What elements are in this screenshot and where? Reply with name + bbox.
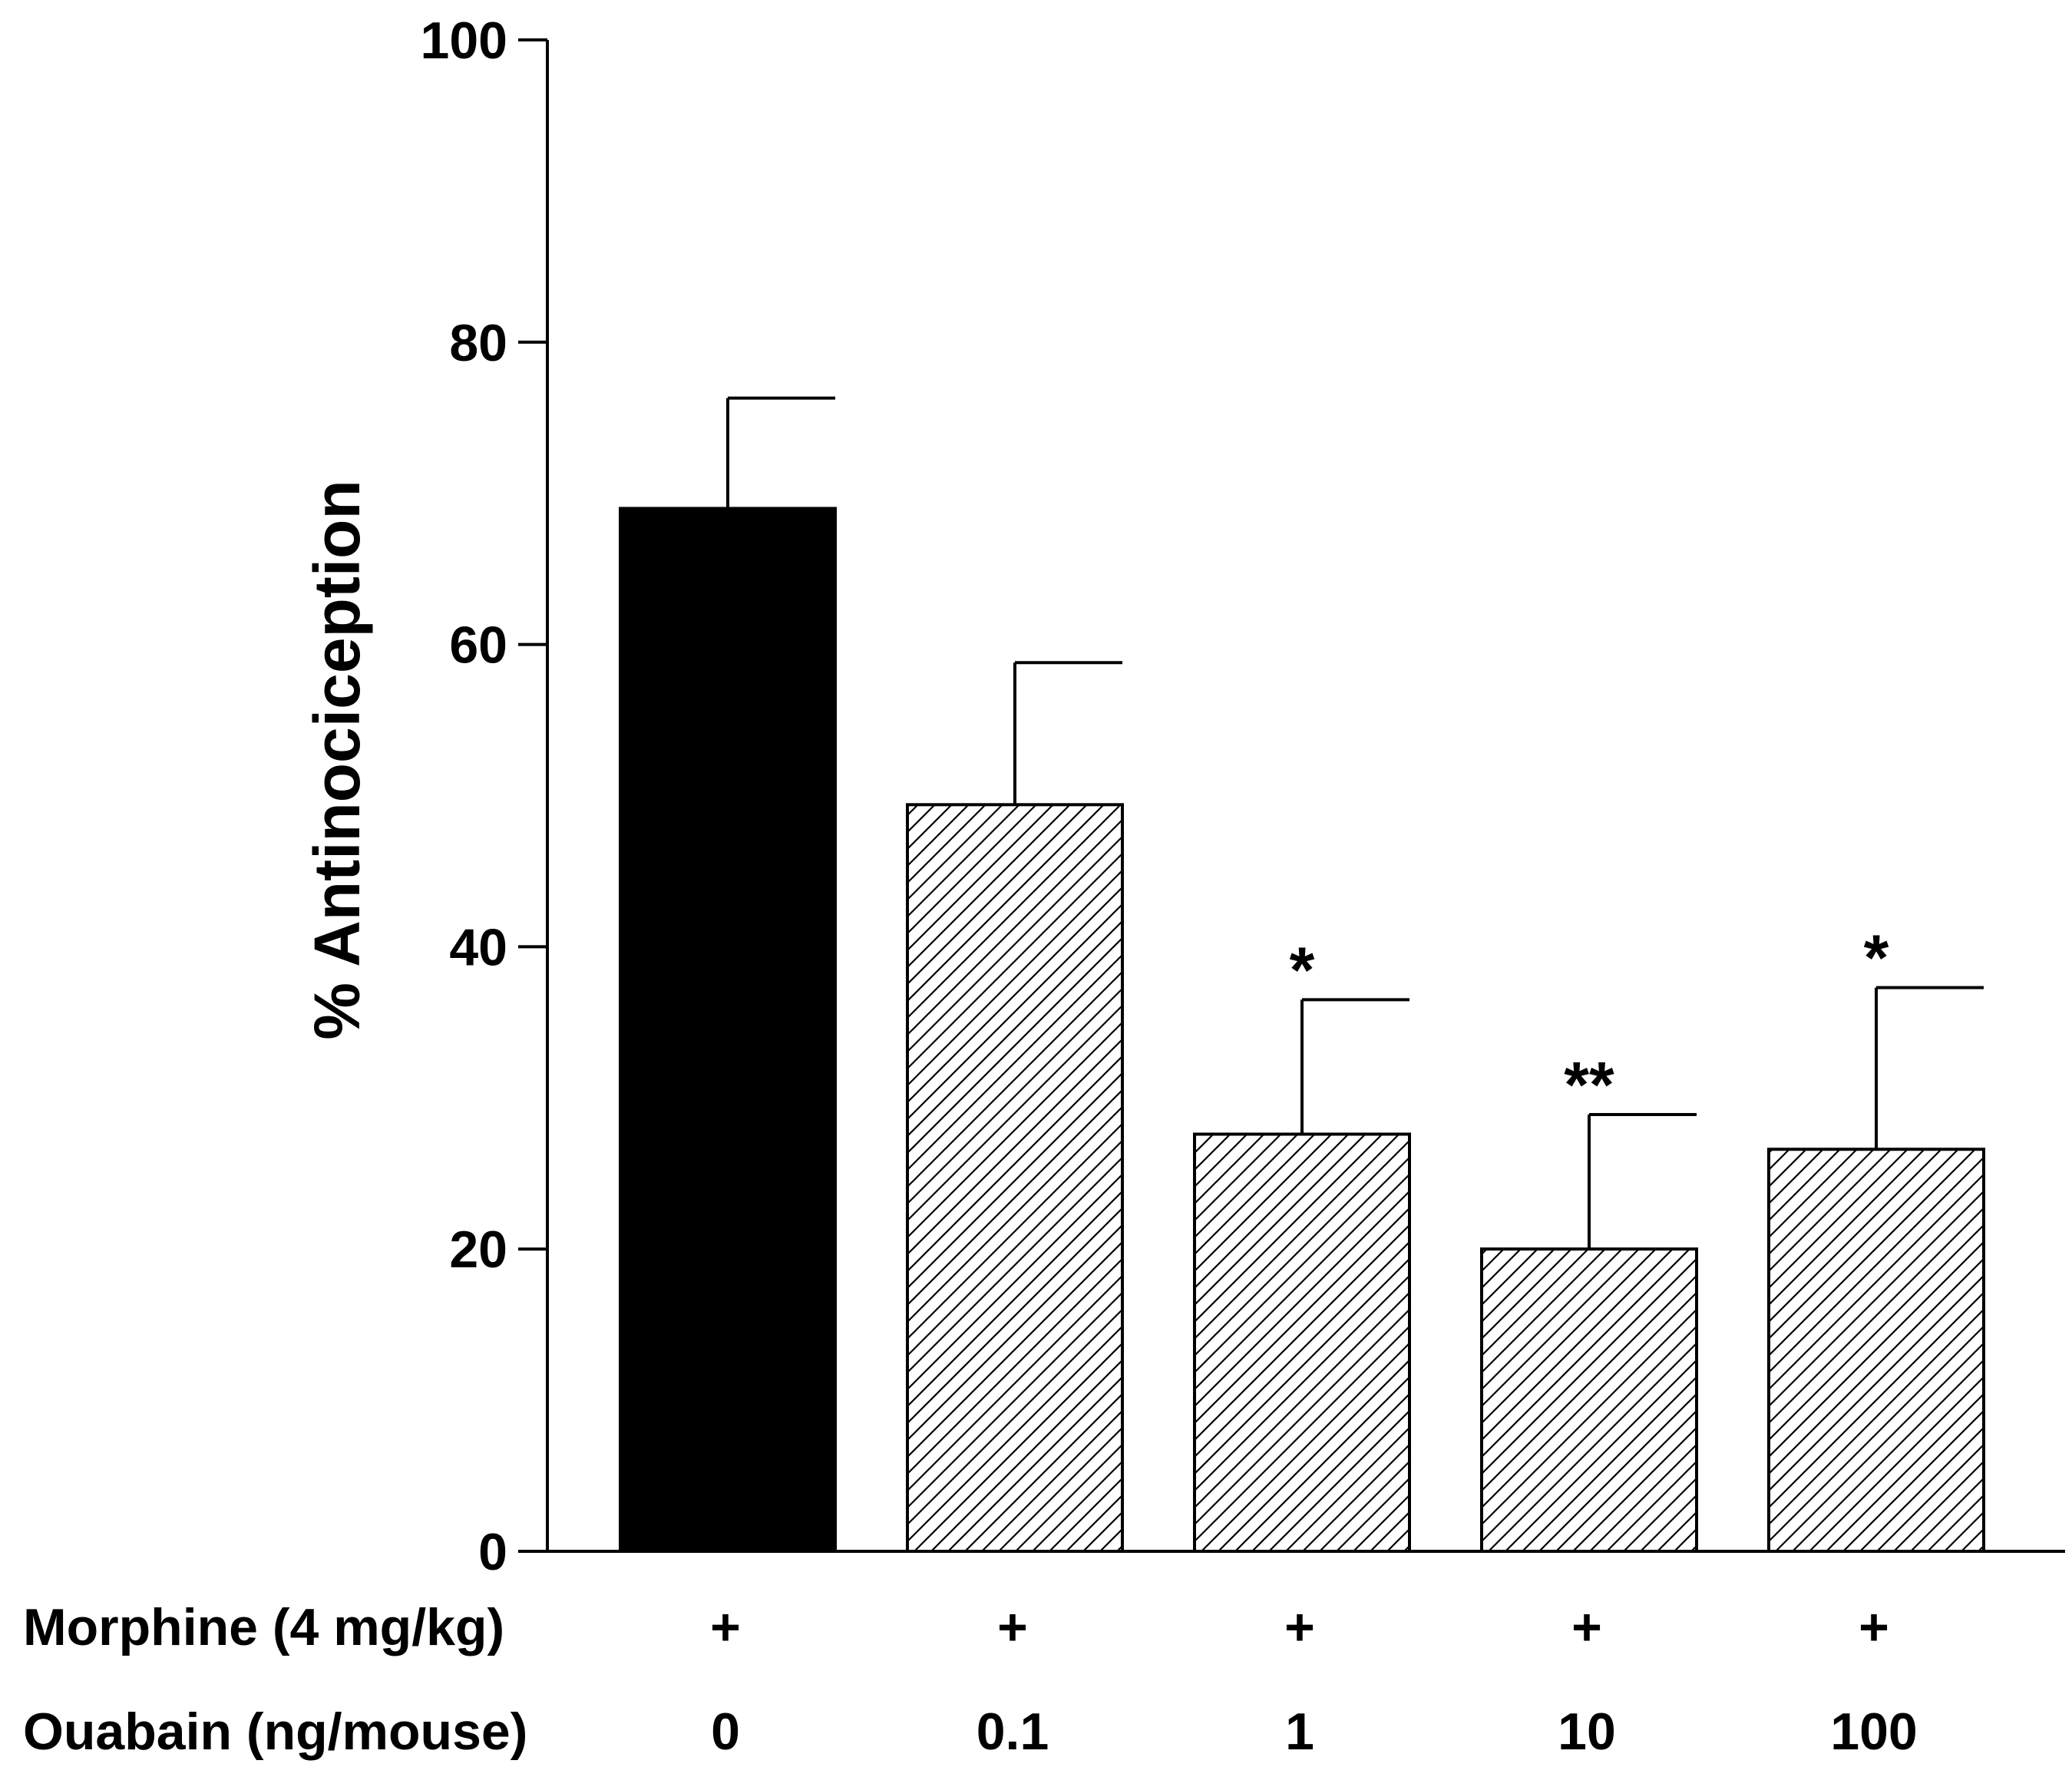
bar — [1767, 1148, 1985, 1553]
ouabain-dose-label: 0.1 — [977, 1703, 1049, 1761]
error-bars — [726, 396, 1984, 1250]
significance-marker: * — [1290, 933, 1315, 1006]
bar — [906, 803, 1124, 1553]
bars — [619, 507, 1985, 1553]
morphine-row-label: Morphine (4 mg/kg) — [23, 1598, 504, 1656]
y-tick-label: 80 — [449, 314, 507, 372]
morphine-value: + — [1859, 1598, 1889, 1656]
morphine-value: + — [1571, 1598, 1602, 1656]
y-tick-label: 60 — [449, 616, 507, 675]
y-axis-label: % Antinociception — [301, 480, 373, 1040]
bar — [1480, 1247, 1698, 1553]
morphine-value: + — [1284, 1598, 1315, 1656]
morphine-value: + — [710, 1598, 741, 1656]
ouabain-dose-label: 100 — [1830, 1703, 1917, 1761]
bar — [1193, 1132, 1411, 1553]
significance-marks: **** — [1290, 922, 1889, 1121]
y-tick-label: 100 — [421, 12, 507, 70]
bar — [619, 507, 837, 1553]
row-values: + + + + +0 0.1 1 10 100 — [710, 1598, 1918, 1761]
significance-marker: * — [1864, 922, 1889, 994]
morphine-value: + — [997, 1598, 1028, 1656]
y-ticks: 0 20 40 60 80 100 — [421, 12, 547, 1581]
y-tick-label: 40 — [449, 918, 507, 976]
ouabain-dose-label: 10 — [1558, 1703, 1616, 1761]
significance-marker: ** — [1564, 1049, 1614, 1121]
y-tick-label: 0 — [478, 1523, 507, 1581]
ouabain-row-label: Ouabain (ng/mouse) — [23, 1703, 527, 1761]
y-tick-label: 20 — [449, 1220, 507, 1279]
ouabain-dose-label: 0 — [711, 1703, 740, 1761]
ouabain-dose-label: 1 — [1285, 1703, 1314, 1761]
